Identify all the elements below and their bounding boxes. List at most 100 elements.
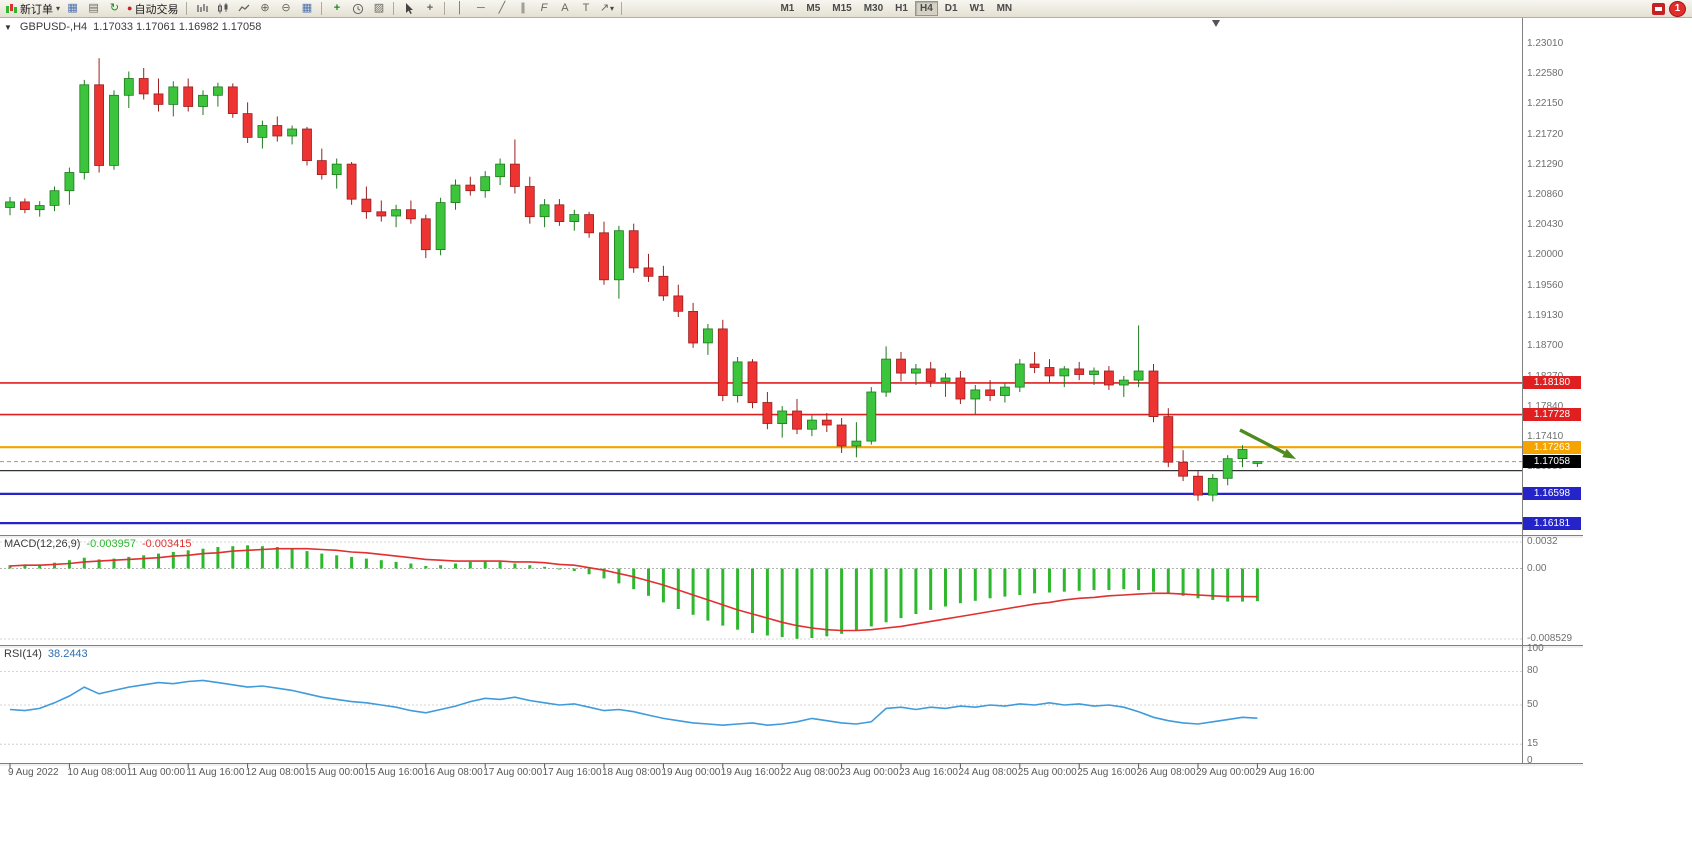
macd-header: MACD(12,26,9) -0.003957 -0.003415 xyxy=(4,538,192,550)
text-tool-button[interactable]: A xyxy=(554,1,575,16)
text-tool-icon: A xyxy=(561,2,569,14)
notification-badge[interactable]: 1 xyxy=(1669,1,1686,17)
arrows-tool-button[interactable]: ↗ ▾ xyxy=(596,1,617,16)
templates-icon: ▨ xyxy=(373,2,385,14)
toolbar-separator xyxy=(321,2,323,15)
time-axis-label: 25 Aug 16:00 xyxy=(1077,767,1137,778)
price-level-badge: 1.18180 xyxy=(1523,376,1581,390)
arrow-annotation[interactable] xyxy=(1239,428,1296,459)
arrows-tool-icon: ↗ xyxy=(599,2,610,14)
timeframe-button-m5[interactable]: M5 xyxy=(806,3,821,14)
fibonacci-tool-button[interactable]: F xyxy=(533,1,554,16)
timeframe-button-h4[interactable]: H4 xyxy=(914,1,938,16)
price-axis-label: 1.18700 xyxy=(1527,340,1564,352)
time-axis-label: 19 Aug 00:00 xyxy=(661,767,721,778)
indicators-icon: + xyxy=(333,2,341,14)
rsi-header: RSI(14) 38.2443 xyxy=(4,648,88,660)
trendline-tool-button[interactable]: ╱ xyxy=(491,1,512,16)
rsi-pane xyxy=(0,671,1522,745)
bar-chart-icon xyxy=(197,4,208,12)
price-axis-label: 1.21290 xyxy=(1527,158,1564,170)
toolbar-separator xyxy=(393,2,395,15)
price-axis-label: 1.19560 xyxy=(1527,280,1564,292)
label-tool-icon: T xyxy=(582,2,590,14)
pane-borders xyxy=(0,18,1583,768)
new-order-button[interactable]: 新订单 ▾ xyxy=(3,1,62,16)
alert-icon[interactable] xyxy=(1652,3,1665,15)
ohlc-values: 1.17033 1.17061 1.16982 1.17058 xyxy=(93,21,262,33)
chart-window: ▼ GBPUSD-,H4 1.17033 1.17061 1.16982 1.1… xyxy=(0,18,1583,782)
price-level-badge: 1.17263 xyxy=(1523,440,1581,454)
candlestick-chart-icon xyxy=(217,3,228,14)
current-price-badge: 1.17058 xyxy=(1523,455,1581,469)
zoom-out-button[interactable]: ⊖ xyxy=(275,1,296,16)
zoom-in-icon: ⊕ xyxy=(260,2,270,14)
timeframe-button-m30[interactable]: M30 xyxy=(863,3,884,14)
cursor-icon xyxy=(405,2,413,14)
periods-button[interactable] xyxy=(347,1,368,16)
cursor-button[interactable] xyxy=(398,1,419,16)
horizontal-level-lines[interactable] xyxy=(0,382,1522,525)
horizontal-line-icon: ─ xyxy=(477,2,485,14)
price-axis-label: 1.17410 xyxy=(1527,430,1564,442)
time-axis-label: 11 Aug 16:00 xyxy=(186,767,245,778)
time-axis-label: 26 Aug 08:00 xyxy=(1136,767,1196,778)
timeframe-button-d1[interactable]: D1 xyxy=(944,3,958,14)
macd-main-value: -0.003957 xyxy=(86,538,136,550)
macd-axis-label: -0.008529 xyxy=(1527,633,1573,645)
macd-axis-label: 0.0032 xyxy=(1527,536,1558,548)
rsi-axis-label: 50 xyxy=(1527,699,1539,710)
time-axis-label: 9 Aug 2022 xyxy=(8,767,59,778)
price-axis-label: 1.21720 xyxy=(1527,128,1564,140)
chart-canvas[interactable] xyxy=(0,18,1583,782)
indicators-button[interactable]: + xyxy=(326,1,347,16)
time-axis-label: 12 Aug 08:00 xyxy=(245,767,305,778)
time-axis-label: 17 Aug 00:00 xyxy=(483,767,543,778)
vertical-line-tool-button[interactable]: │ xyxy=(449,1,470,16)
rsi-axis-label: 0 xyxy=(1527,755,1533,766)
timeframe-button-m1[interactable]: M1 xyxy=(780,3,795,14)
time-axis-label: 24 Aug 08:00 xyxy=(958,767,1018,778)
label-tool-button[interactable]: T xyxy=(575,1,596,16)
profiles-button[interactable]: ▤ xyxy=(83,1,104,16)
refresh-icon: ↻ xyxy=(109,2,120,14)
rsi-axis-label: 15 xyxy=(1527,738,1539,750)
price-level-badge: 1.16598 xyxy=(1523,487,1581,501)
horizontal-line-tool-button[interactable]: ─ xyxy=(470,1,491,16)
timeframe-button-mn[interactable]: MN xyxy=(996,3,1013,14)
zoom-in-button[interactable]: ⊕ xyxy=(254,1,275,16)
rsi-axis-label: 100 xyxy=(1527,643,1544,654)
bar-chart-button[interactable] xyxy=(191,1,212,16)
channel-tool-button[interactable]: ∥ xyxy=(512,1,533,16)
time-axis-label: 22 Aug 08:00 xyxy=(780,767,840,778)
timeframe-button-w1[interactable]: W1 xyxy=(969,3,985,14)
price-axis-label: 1.23010 xyxy=(1527,38,1564,50)
crosshair-icon: + xyxy=(426,2,434,14)
timeframe-toolbar: M1 M5 M15 M30 H1 H4 D1 W1 MN xyxy=(774,1,1018,16)
line-chart-button[interactable] xyxy=(233,1,254,16)
macd-histogram xyxy=(8,545,1259,639)
autotrading-button[interactable]: ● 自动交易 xyxy=(125,1,182,16)
new-order-label: 新订单 xyxy=(20,3,53,16)
zoom-out-icon: ⊖ xyxy=(281,2,291,14)
timeframe-button-h1[interactable]: H1 xyxy=(895,3,908,14)
candlestick-chart-button[interactable] xyxy=(212,1,233,16)
crosshair-button[interactable]: + xyxy=(419,1,440,16)
chart-ohlc-header: ▼ GBPUSD-,H4 1.17033 1.17061 1.16982 1.1… xyxy=(4,21,261,33)
autotrading-label: 自动交易 xyxy=(134,3,179,16)
price-axis-label: 1.19130 xyxy=(1527,310,1564,322)
toolbar-separator xyxy=(444,2,446,15)
channel-icon: ∥ xyxy=(520,2,526,14)
trendline-icon: ╱ xyxy=(498,2,506,14)
time-axis-label: 23 Aug 00:00 xyxy=(839,767,899,778)
candlestick-series xyxy=(5,58,1263,502)
autotrading-status-icon: ● xyxy=(127,3,133,13)
time-axis-label: 29 Aug 00:00 xyxy=(1196,767,1255,778)
timeframe-button-m15[interactable]: M15 xyxy=(832,3,852,14)
refresh-button[interactable]: ↻ xyxy=(104,1,125,16)
templates-button[interactable]: ▨ xyxy=(368,1,389,16)
charts-button[interactable]: ▦ xyxy=(62,1,83,16)
tile-windows-button[interactable]: ▦ xyxy=(296,1,317,16)
price-level-badge: 1.17728 xyxy=(1523,408,1581,422)
toolbar-corner: 1 xyxy=(1652,1,1686,17)
